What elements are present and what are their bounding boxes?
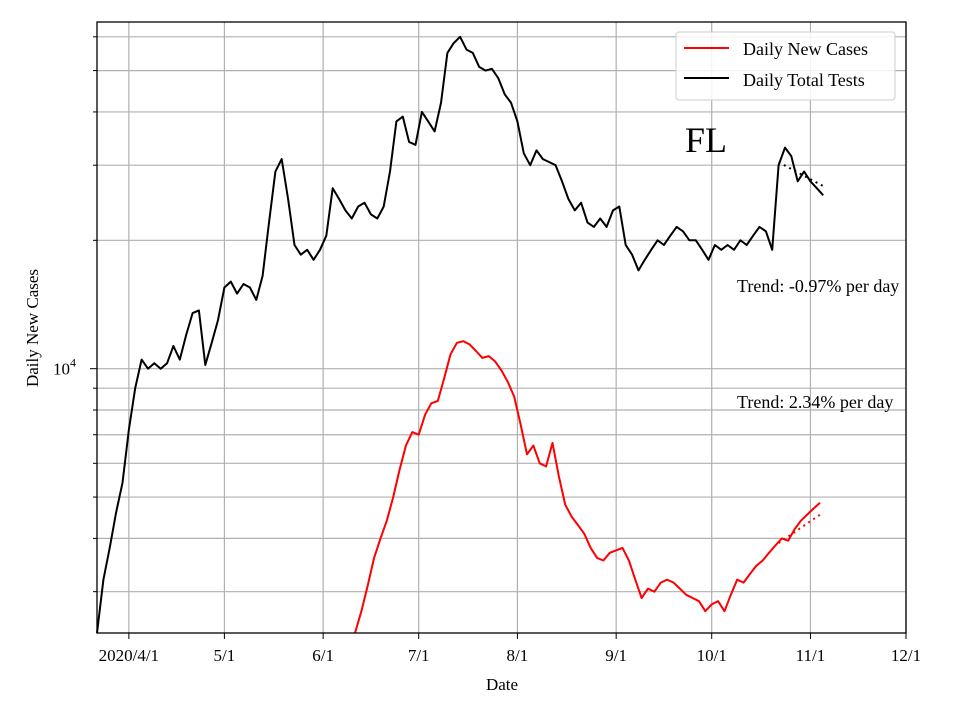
legend: Daily New Cases Daily Total Tests — [675, 31, 896, 101]
trend-annotation-cases: Trend: 2.34% per day — [737, 392, 893, 412]
legend-label-cases: Daily New Cases — [743, 39, 868, 59]
series-lines — [96, 35, 824, 634]
plot-frame — [96, 21, 907, 634]
legend-box — [675, 31, 896, 101]
state-label: FL — [685, 120, 727, 160]
trend-line-tests — [778, 161, 824, 187]
y-tick-label: 104 — [53, 356, 76, 379]
trend-lines — [778, 161, 824, 544]
trend-annotation-tests: Trend: -0.97% per day — [737, 276, 899, 296]
axis-ticks: 104 2020/4/1 5/1 6/1 7/1 8/1 9/1 10/1 11/1 12/1 — [53, 36, 921, 665]
x-tick-label: 12/1 — [891, 646, 921, 665]
series-line-daily-total-tests — [96, 35, 824, 634]
x-tick-label: 9/1 — [605, 646, 627, 665]
x-tick-label: 10/1 — [697, 646, 727, 665]
x-axis-label: Date — [486, 675, 518, 694]
x-tick-label: 5/1 — [214, 646, 236, 665]
x-tick-label: 6/1 — [312, 646, 334, 665]
series-line-daily-new-cases — [354, 340, 821, 634]
legend-label-tests: Daily Total Tests — [743, 70, 865, 90]
x-tick-label: 11/1 — [796, 646, 826, 665]
x-tick-label: 2020/4/1 — [99, 646, 159, 665]
x-tick-label: 8/1 — [507, 646, 529, 665]
y-axis-label: Daily New Cases — [23, 269, 42, 387]
x-tick-label: 7/1 — [408, 646, 430, 665]
